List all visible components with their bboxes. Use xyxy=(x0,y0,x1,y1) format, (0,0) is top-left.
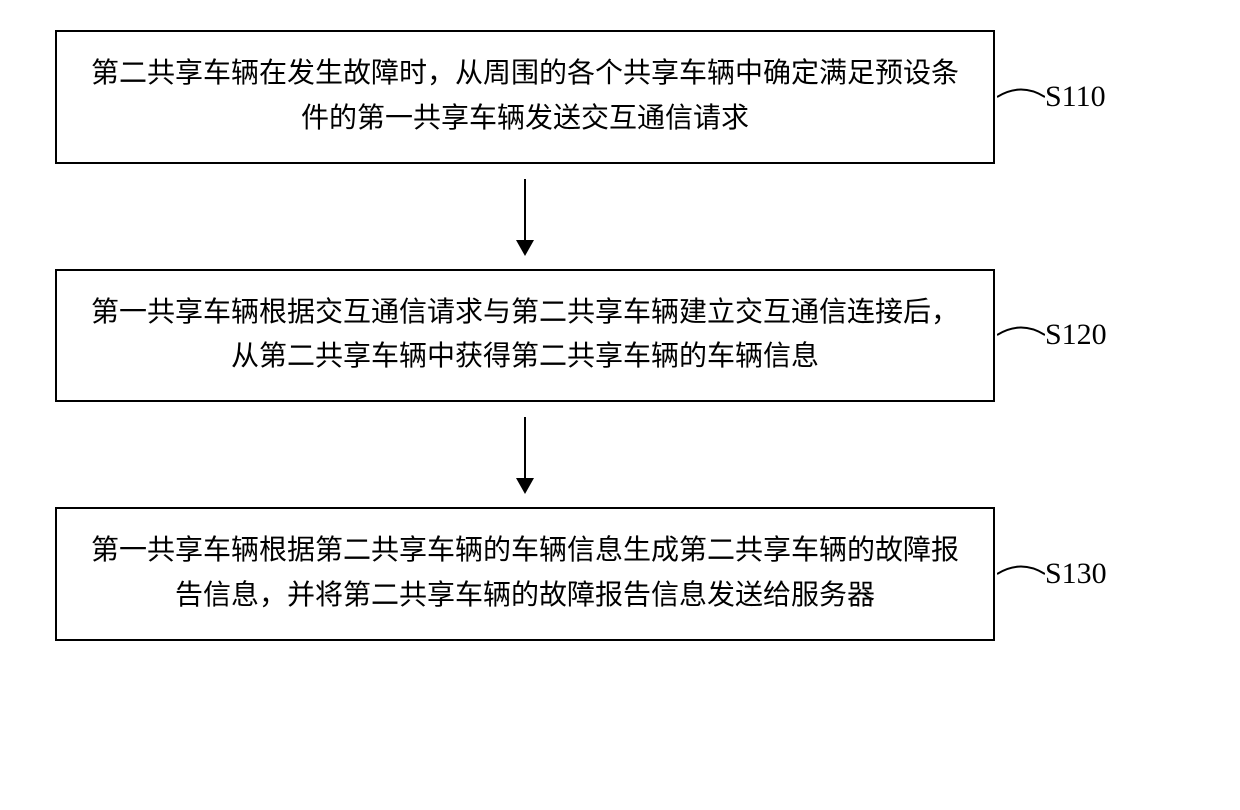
flowchart-node-2-text: 第一共享车辆根据交互通信请求与第二共享车辆建立交互通信连接后，从第二共享车辆中获… xyxy=(87,291,963,381)
step-label-3-text: S130 xyxy=(1045,557,1107,590)
arrow-icon xyxy=(524,417,526,492)
connector-curve-icon xyxy=(997,82,1045,112)
flowchart-node-1-text: 第二共享车辆在发生故障时，从周围的各个共享车辆中确定满足预设条件的第一共享车辆发… xyxy=(87,52,963,142)
arrow-container-1 xyxy=(55,164,995,269)
flowchart-node-3-text: 第一共享车辆根据第二共享车辆的车辆信息生成第二共享车辆的故障报告信息，并将第二共… xyxy=(87,529,963,619)
step-label-3: S130 xyxy=(1045,557,1107,591)
step-label-1: S110 xyxy=(1045,80,1106,114)
flowchart-row-2: 第一共享车辆根据交互通信请求与第二共享车辆建立交互通信连接后，从第二共享车辆中获… xyxy=(55,269,1185,403)
flowchart-node-2: 第一共享车辆根据交互通信请求与第二共享车辆建立交互通信连接后，从第二共享车辆中获… xyxy=(55,269,995,403)
step-label-2: S120 xyxy=(1045,318,1107,352)
arrow-icon xyxy=(524,179,526,254)
flowchart-node-1: 第二共享车辆在发生故障时，从周围的各个共享车辆中确定满足预设条件的第一共享车辆发… xyxy=(55,30,995,164)
flowchart-row-3: 第一共享车辆根据第二共享车辆的车辆信息生成第二共享车辆的故障报告信息，并将第二共… xyxy=(55,507,1185,641)
arrow-container-2 xyxy=(55,402,995,507)
step-label-2-text: S120 xyxy=(1045,318,1107,351)
connector-curve-icon xyxy=(997,320,1045,350)
flowchart-row-1: 第二共享车辆在发生故障时，从周围的各个共享车辆中确定满足预设条件的第一共享车辆发… xyxy=(55,30,1185,164)
step-label-1-text: S110 xyxy=(1045,80,1106,113)
connector-curve-icon xyxy=(997,559,1045,589)
flowchart-node-3: 第一共享车辆根据第二共享车辆的车辆信息生成第二共享车辆的故障报告信息，并将第二共… xyxy=(55,507,995,641)
flowchart-container: 第二共享车辆在发生故障时，从周围的各个共享车辆中确定满足预设条件的第一共享车辆发… xyxy=(55,30,1185,641)
